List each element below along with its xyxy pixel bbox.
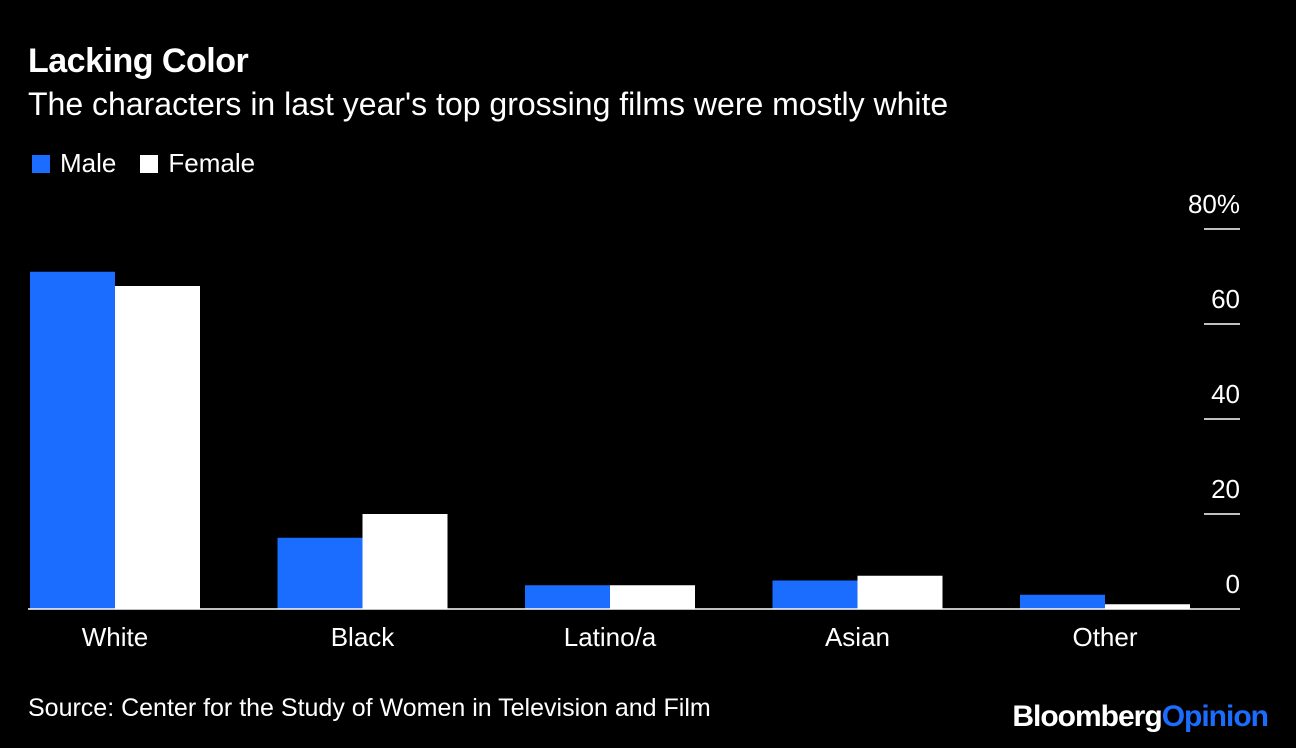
bar-male-2 [525,585,610,609]
legend-item-female: Female [140,148,255,179]
x-tick-label: Other [1072,622,1137,652]
brand-secondary: Opinion [1161,700,1269,733]
x-tick-label: White [82,622,148,652]
source-note: Source: Center for the Study of Women in… [28,694,711,722]
bar-female-0 [115,286,200,609]
y-tick-label: 40 [1211,379,1240,409]
bar-male-1 [277,537,363,609]
y-tick-label: 20 [1211,474,1240,504]
chart-title: Lacking Color [28,42,249,80]
y-tick-label: 60 [1211,284,1240,314]
brand-primary: Bloomberg [1012,700,1162,733]
legend-item-male: Male [32,148,116,179]
bar-female-1 [362,514,448,609]
bar-male-0 [30,271,115,609]
legend-label-male: Male [60,148,117,178]
x-tick-label: Black [331,622,396,652]
y-tick-label: 80% [1188,189,1240,219]
bar-male-4 [1020,594,1105,609]
brand-logo: BloombergOpinion [1012,700,1269,734]
bar-male-3 [772,580,858,609]
chart-subtitle: The characters in last year's top grossi… [28,86,949,122]
bar-female-3 [857,575,943,609]
y-tick-label: 0 [1226,569,1240,599]
legend-swatch-female [140,154,159,173]
x-tick-label: Asian [825,622,890,652]
legend-label-female: Female [168,148,256,178]
bar-female-2 [610,585,695,609]
x-tick-label: Latino/a [564,622,657,652]
legend: Male Female [32,148,279,179]
legend-swatch-male [32,154,50,173]
bar-female-4 [1105,604,1190,609]
